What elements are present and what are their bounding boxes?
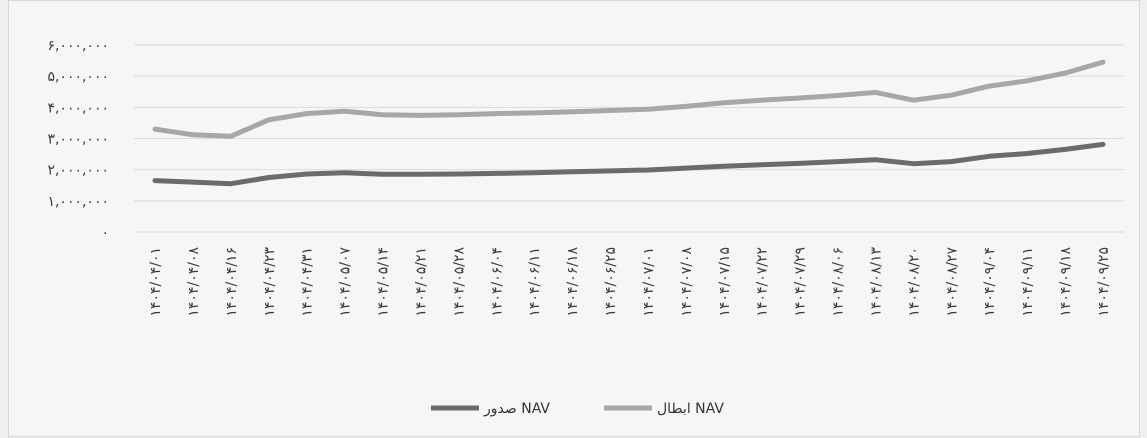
x-tick-label: ۱۴۰۴/۰۹/۲۵ — [1096, 247, 1112, 317]
x-tick-label: ۱۴۰۴/۰۹/۱۸ — [1058, 247, 1074, 317]
x-tick-label: ۱۴۰۴/۰۵/۲۸ — [451, 247, 467, 317]
y-tick-label: ۲,۰۰۰,۰۰۰ — [47, 163, 109, 179]
y-tick-label: ۳,۰۰۰,۰۰۰ — [47, 132, 109, 148]
legend: صدور NAV ابطال NAV — [431, 401, 724, 417]
series-line-sodour — [152, 141, 1106, 187]
x-tick-label: ۱۴۰۴/۰۷/۲۲ — [755, 247, 771, 317]
x-tick-label: ۱۴۰۴/۰۴/۰۸ — [186, 247, 202, 317]
x-tick-label: ۱۴۰۴/۰۷/۰۸ — [679, 247, 695, 317]
x-tick-label: ۱۴۰۴/۰۴/۰۱ — [148, 247, 164, 317]
y-tick-label: ۱,۰۰۰,۰۰۰ — [47, 194, 109, 210]
y-tick-label: ۶,۰۰۰,۰۰۰ — [47, 38, 109, 54]
x-tick-label: ۱۴۰۴/۰۶/۱۸ — [565, 247, 581, 317]
y-tick-label: ۵,۰۰۰,۰۰۰ — [47, 69, 109, 85]
x-tick-label: ۱۴۰۴/۰۹/۰۴ — [982, 247, 998, 317]
y-tick-label: ۰ — [101, 225, 109, 241]
x-tick-label: ۱۴۰۴/۰۸/۱۳ — [869, 247, 885, 317]
x-tick-label: ۱۴۰۴/۰۴/۲۳ — [262, 247, 278, 317]
y-tick-label: ۴,۰۰۰,۰۰۰ — [47, 100, 109, 116]
x-tick-label: ۱۴۰۴/۰۷/۲۹ — [793, 247, 809, 317]
series-line-ebtal — [152, 59, 1106, 139]
x-tick-label: ۱۴۰۴/۰۷/۰۱ — [641, 247, 657, 317]
x-tick-label: ۱۴۰۴/۰۴/۳۱ — [300, 247, 316, 317]
x-tick-label: ۱۴۰۴/۰۵/۲۱ — [413, 247, 429, 317]
legend-label-ebtal: ابطال NAV — [657, 401, 724, 417]
y-axis-ticks: ۰ ۱,۰۰۰,۰۰۰ ۲,۰۰۰,۰۰۰ ۳,۰۰۰,۰۰۰ ۴,۰۰۰,۰۰۰ ۵,۰… — [47, 38, 109, 241]
chart-container: ۰ ۱,۰۰۰,۰۰۰ ۲,۰۰۰,۰۰۰ ۳,۰۰۰,۰۰۰ ۴,۰۰۰,۰۰۰ ۵,۰… — [8, 0, 1140, 437]
x-tick-label: ۱۴۰۴/۰۶/۱۱ — [527, 247, 543, 317]
x-tick-label: ۱۴۰۴/۰۹/۱۱ — [1020, 247, 1036, 317]
nav-line-chart: ۰ ۱,۰۰۰,۰۰۰ ۲,۰۰۰,۰۰۰ ۳,۰۰۰,۰۰۰ ۴,۰۰۰,۰۰۰ ۵,۰… — [47, 38, 1124, 417]
gridlines — [134, 44, 1124, 233]
x-tick-label: ۱۴۰۴/۰۶/۰۴ — [489, 247, 505, 317]
x-tick-label: ۱۴۰۴/۰۴/۱۶ — [224, 247, 240, 317]
x-tick-label: ۱۴۰۴/۰۵/۱۴ — [376, 247, 392, 317]
x-tick-label: ۱۴۰۴/۰۷/۱۵ — [717, 247, 733, 317]
x-tick-label: ۱۴۰۴/۰۸/۲۰ — [906, 247, 922, 317]
legend-label-sodour: صدور NAV — [483, 401, 550, 417]
x-tick-label: ۱۴۰۴/۰۸/۲۷ — [944, 247, 960, 317]
x-tick-label: ۱۴۰۴/۰۶/۲۵ — [603, 247, 619, 317]
x-tick-label: ۱۴۰۴/۰۵/۰۷ — [338, 247, 354, 317]
x-tick-label: ۱۴۰۴/۰۸/۰۶ — [831, 247, 847, 317]
x-axis-ticks: ۱۴۰۴/۰۴/۰۱ ۱۴۰۴/۰۴/۰۸ ۱۴۰۴/۰۴/۱۶ ۱۴۰۴/۰۴/۲۳… — [148, 247, 1112, 317]
series-layer — [152, 59, 1106, 187]
